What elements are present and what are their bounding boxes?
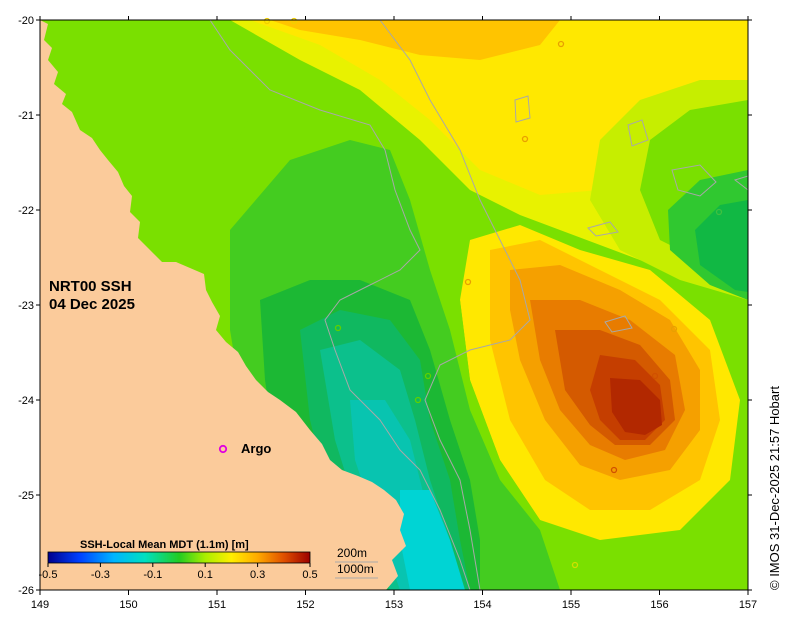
y-tick-label: -26 bbox=[18, 585, 34, 597]
colorbar-gradient bbox=[47, 551, 311, 564]
ssh-field bbox=[40, 20, 748, 590]
imos-credit: © IMOS 31-Dec-2025 21:57 Hobart bbox=[767, 386, 782, 590]
x-tick-label: 151 bbox=[208, 599, 226, 611]
isobath-200m-label: 200m bbox=[337, 546, 367, 560]
isobath-1000m-label: 1000m bbox=[337, 562, 374, 576]
x-tick-label: 149 bbox=[31, 599, 49, 611]
colorbar-tick-label: 0.3 bbox=[250, 569, 265, 581]
x-tick-label: 155 bbox=[562, 599, 580, 611]
colorbar-tick-label: -0.5 bbox=[39, 569, 58, 581]
argo-floats bbox=[263, 17, 723, 569]
y-tick-label: -20 bbox=[18, 15, 34, 27]
land-queensland-coast bbox=[40, 20, 406, 590]
x-tick-label: 157 bbox=[739, 599, 757, 611]
x-tick-label: 156 bbox=[650, 599, 668, 611]
colorbar-tick-label: -0.3 bbox=[91, 569, 110, 581]
colorbar: SSH-Local Mean MDT (1.1m) [m] -0.5 -0.3 -0… bbox=[39, 539, 318, 581]
isobath-legend: 200m 1000m bbox=[335, 546, 378, 579]
isobath-contours bbox=[209, 20, 748, 590]
colorbar-tick-label: -0.1 bbox=[143, 569, 162, 581]
y-axis: -20 -21 -22 -23 -24 -25 -26 bbox=[18, 15, 752, 597]
y-tick-label: -21 bbox=[18, 110, 34, 122]
y-tick-label: -24 bbox=[18, 395, 34, 407]
argo-legend-label: Argo bbox=[241, 441, 271, 456]
x-tick-label: 152 bbox=[296, 599, 314, 611]
y-tick-label: -23 bbox=[18, 300, 34, 312]
colorbar-title: SSH-Local Mean MDT (1.1m) [m] bbox=[80, 539, 249, 551]
argo-legend-marker bbox=[218, 444, 228, 454]
x-tick-label: 154 bbox=[473, 599, 491, 611]
colorbar-tick-label: 0.5 bbox=[302, 569, 317, 581]
map-title-line2: 04 Dec 2025 bbox=[49, 296, 135, 313]
colorbar-tick-label: 0.1 bbox=[198, 569, 213, 581]
y-tick-label: -25 bbox=[18, 490, 34, 502]
x-tick-label: 153 bbox=[385, 599, 403, 611]
x-tick-label: 150 bbox=[119, 599, 137, 611]
y-tick-label: -22 bbox=[18, 205, 34, 217]
x-axis: 149 150 151 152 153 154 155 156 157 bbox=[31, 16, 757, 611]
map-title-line1: NRT00 SSH bbox=[49, 278, 132, 295]
